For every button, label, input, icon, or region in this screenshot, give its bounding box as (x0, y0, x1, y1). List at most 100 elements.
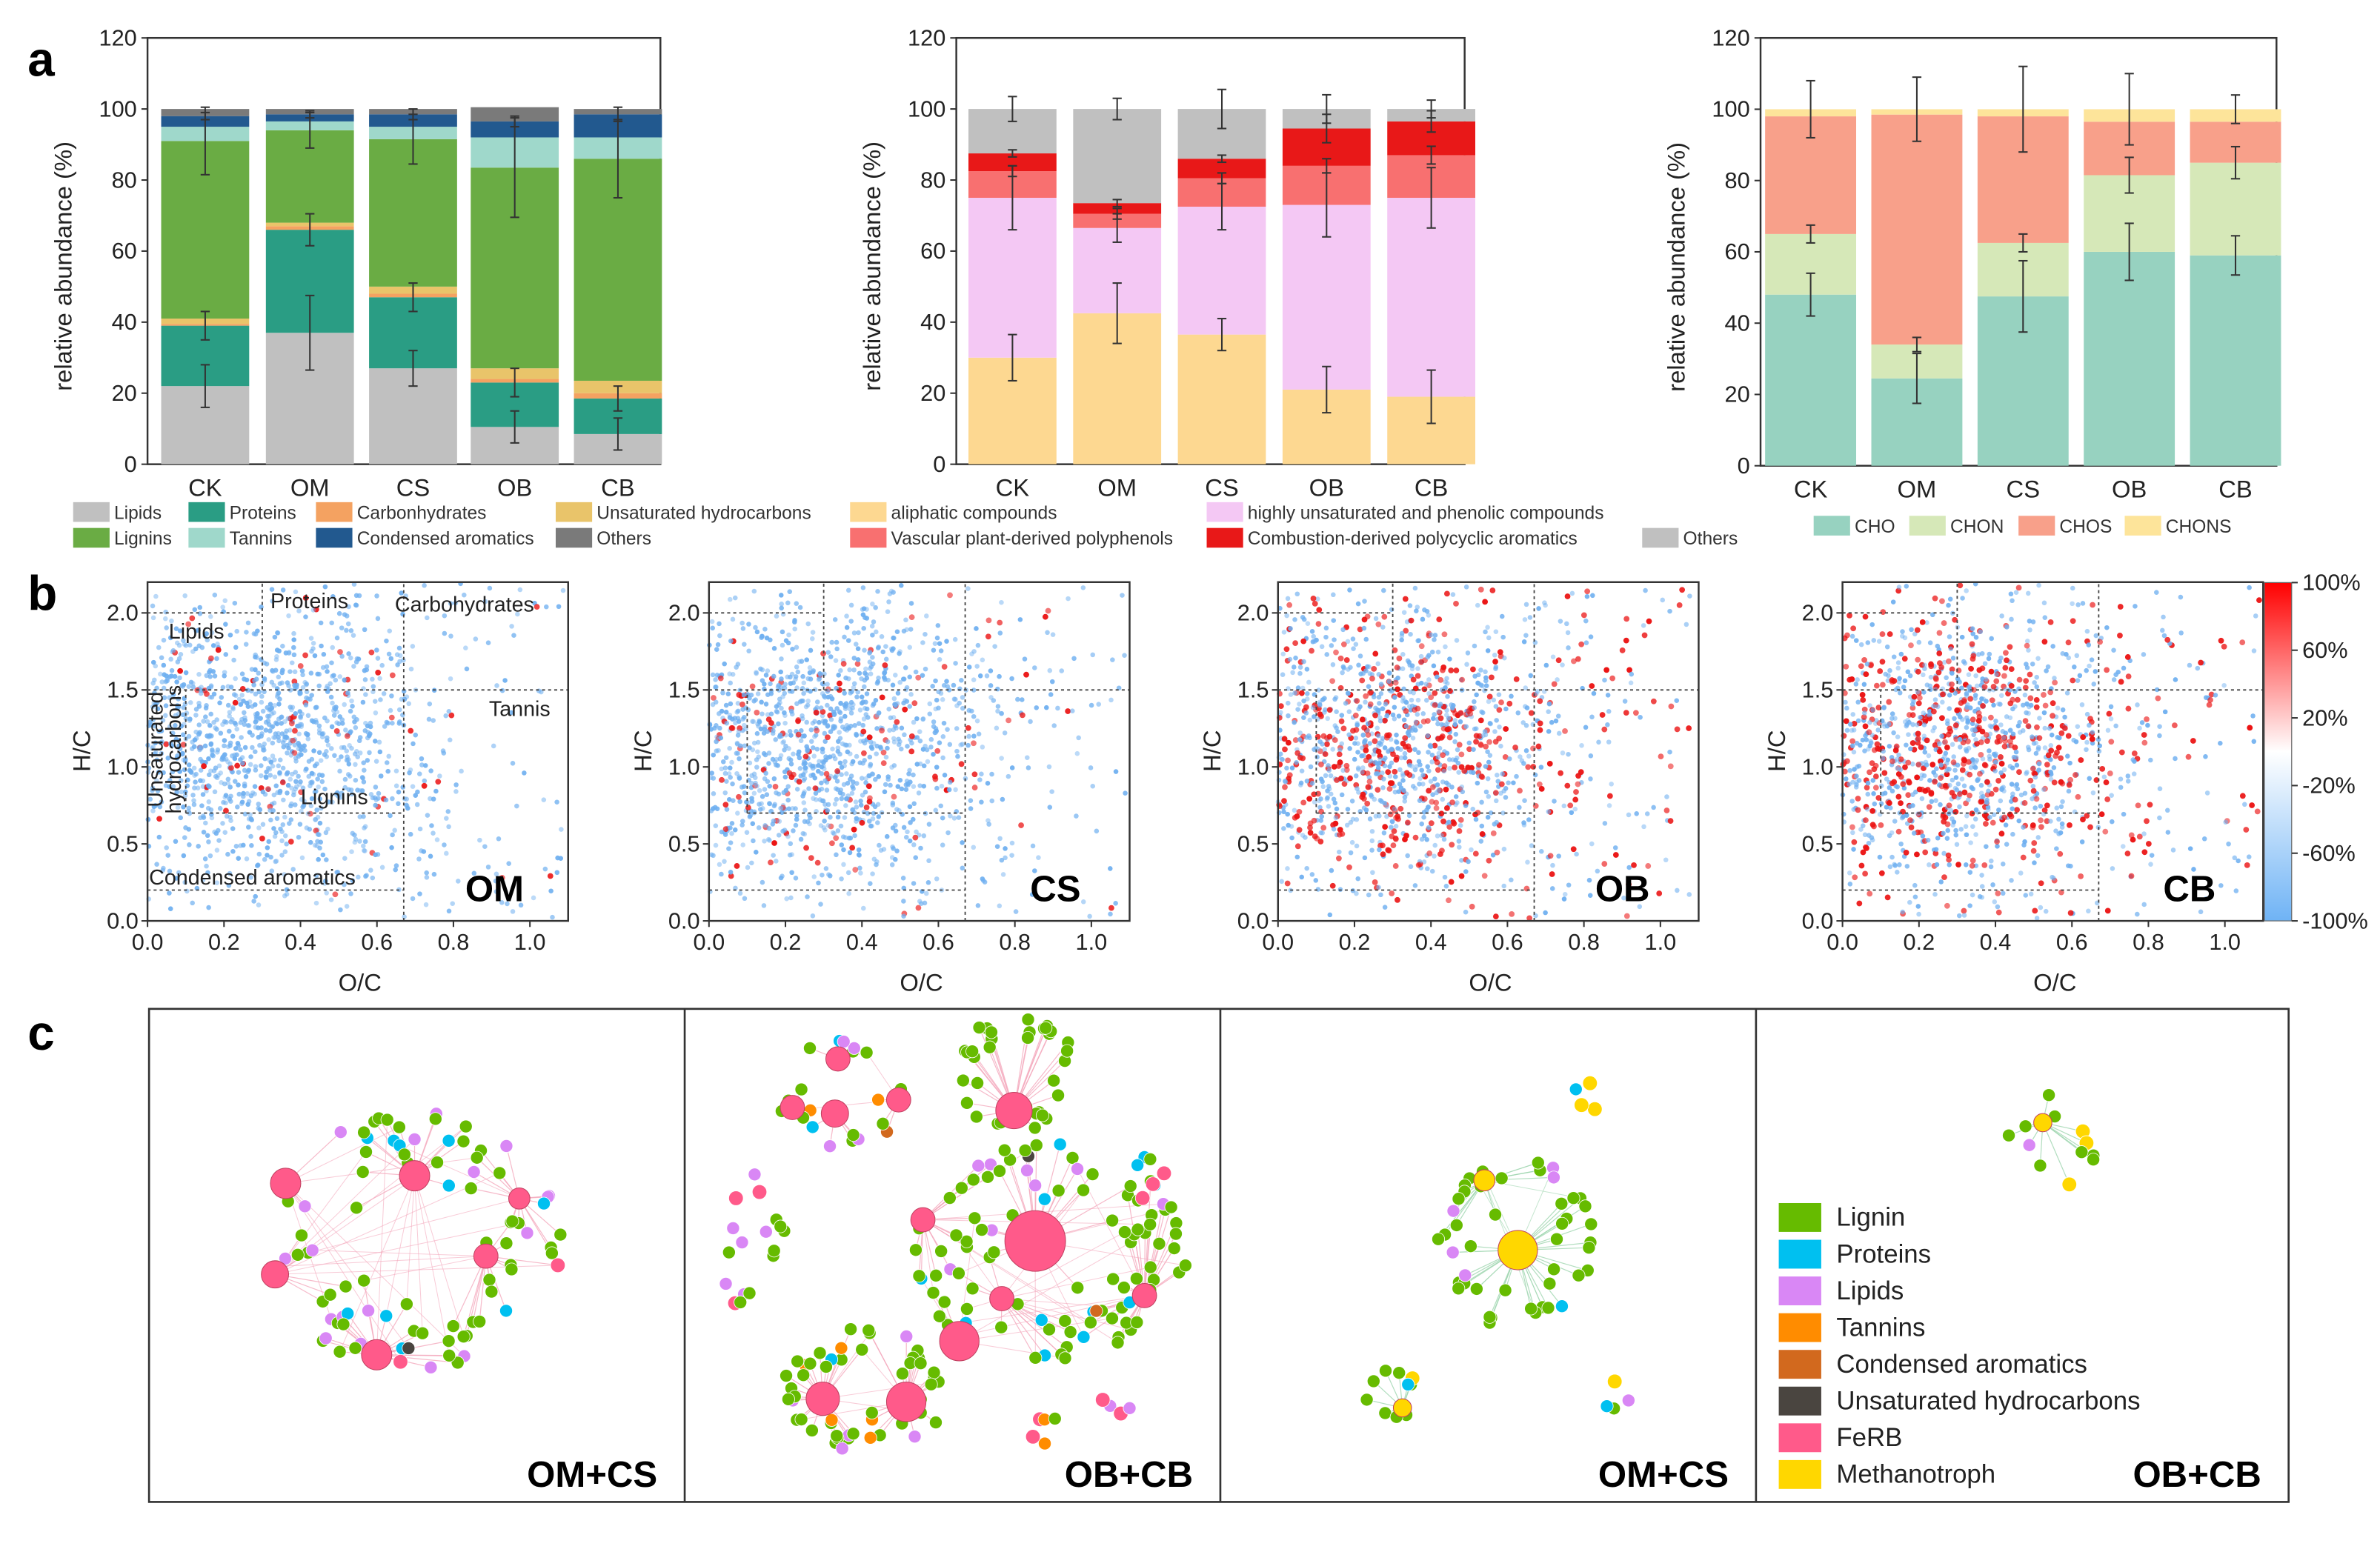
point-decreased (1927, 778, 1932, 783)
point-decreased (1288, 626, 1293, 631)
point-decreased (491, 743, 496, 749)
point-decreased (749, 796, 754, 801)
point-decreased (161, 662, 167, 668)
point-decreased (150, 717, 156, 723)
point-decreased (163, 679, 169, 685)
point-decreased (1883, 671, 1889, 677)
point-decreased (1858, 642, 1864, 647)
point-decreased (1415, 712, 1420, 717)
point-decreased (894, 848, 900, 853)
point-decreased (1584, 593, 1590, 599)
point-decreased (198, 767, 204, 773)
point-increased (1572, 796, 1579, 803)
point-decreased (389, 845, 394, 850)
point-decreased (225, 702, 231, 708)
point-decreased (2120, 844, 2126, 849)
point-increased (1676, 602, 1683, 608)
point-decreased (754, 670, 759, 675)
point-decreased (1561, 896, 1567, 902)
point-decreased (174, 790, 179, 795)
point-decreased (228, 818, 233, 823)
point-increased (863, 805, 870, 810)
point-increased (1415, 673, 1421, 679)
point-decreased (1392, 806, 1397, 812)
point-decreased (872, 776, 878, 782)
point-decreased (908, 820, 913, 825)
point-decreased (228, 799, 233, 804)
point-decreased (749, 773, 754, 779)
point-decreased (315, 831, 321, 837)
point-decreased (799, 659, 805, 664)
point-decreased (159, 679, 165, 685)
point-decreased (759, 633, 765, 639)
point-decreased (376, 790, 382, 796)
legend-swatch (1642, 527, 1679, 548)
point-decreased (845, 781, 851, 786)
point-decreased (2000, 862, 2006, 867)
point-decreased (444, 816, 449, 821)
point-decreased (225, 851, 230, 857)
point-decreased (1088, 765, 1094, 770)
point-decreased (499, 687, 505, 693)
point-decreased (153, 740, 159, 746)
point-decreased (356, 593, 362, 599)
point-decreased (2079, 839, 2085, 845)
point-increased (1316, 607, 1323, 613)
point-decreased (270, 753, 276, 759)
point-decreased (253, 764, 259, 769)
point-decreased (2000, 890, 2006, 896)
point-decreased (179, 751, 185, 757)
point-increased (1334, 777, 1340, 783)
point-decreased (344, 627, 349, 633)
point-decreased (1389, 819, 1395, 825)
point-decreased (333, 677, 339, 683)
point-decreased (779, 593, 784, 598)
y-tick-label: 40 (112, 309, 137, 335)
point-decreased (247, 762, 253, 767)
point-decreased (223, 622, 228, 627)
point-increased (499, 875, 505, 881)
point-decreased (855, 657, 861, 662)
point-decreased (220, 722, 225, 727)
point-decreased (334, 635, 340, 641)
point-decreased (1549, 886, 1555, 891)
point-decreased (901, 676, 907, 682)
point-decreased (485, 640, 491, 645)
point-decreased (720, 690, 725, 696)
point-decreased (560, 587, 566, 593)
point-decreased (902, 732, 907, 738)
point-decreased (428, 768, 433, 773)
point-decreased (1964, 813, 1970, 819)
x-tick-label: 0.2 (770, 929, 802, 955)
point-decreased (539, 689, 544, 695)
x-category-label: CS (2007, 476, 2041, 503)
point-decreased (801, 790, 807, 796)
point-decreased (1355, 765, 1361, 770)
point-decreased (212, 789, 218, 795)
point-decreased (249, 667, 255, 672)
point-decreased (1444, 676, 1449, 682)
point-decreased (2139, 720, 2145, 725)
point-decreased (886, 706, 891, 712)
x-tick-label: 0.4 (846, 929, 878, 955)
x-category-label: OM (290, 474, 330, 502)
error-bar (1426, 145, 1436, 165)
point-decreased (331, 673, 336, 679)
point-decreased (1927, 862, 1932, 867)
point-decreased (382, 724, 388, 729)
point-increased (1988, 668, 1995, 675)
point-decreased (1281, 630, 1287, 635)
point-decreased (971, 649, 977, 654)
y-axis-label: relative abundance (%) (1663, 142, 1690, 392)
point-decreased (1487, 753, 1493, 758)
point-decreased (1566, 751, 1571, 757)
point-decreased (791, 828, 796, 833)
point-decreased (392, 827, 397, 833)
point-decreased (719, 708, 725, 714)
point-decreased (1546, 701, 1552, 707)
point-decreased (255, 863, 260, 868)
point-decreased (754, 757, 759, 762)
point-decreased (203, 820, 208, 826)
point-increased (912, 834, 919, 841)
point-decreased (293, 589, 299, 595)
